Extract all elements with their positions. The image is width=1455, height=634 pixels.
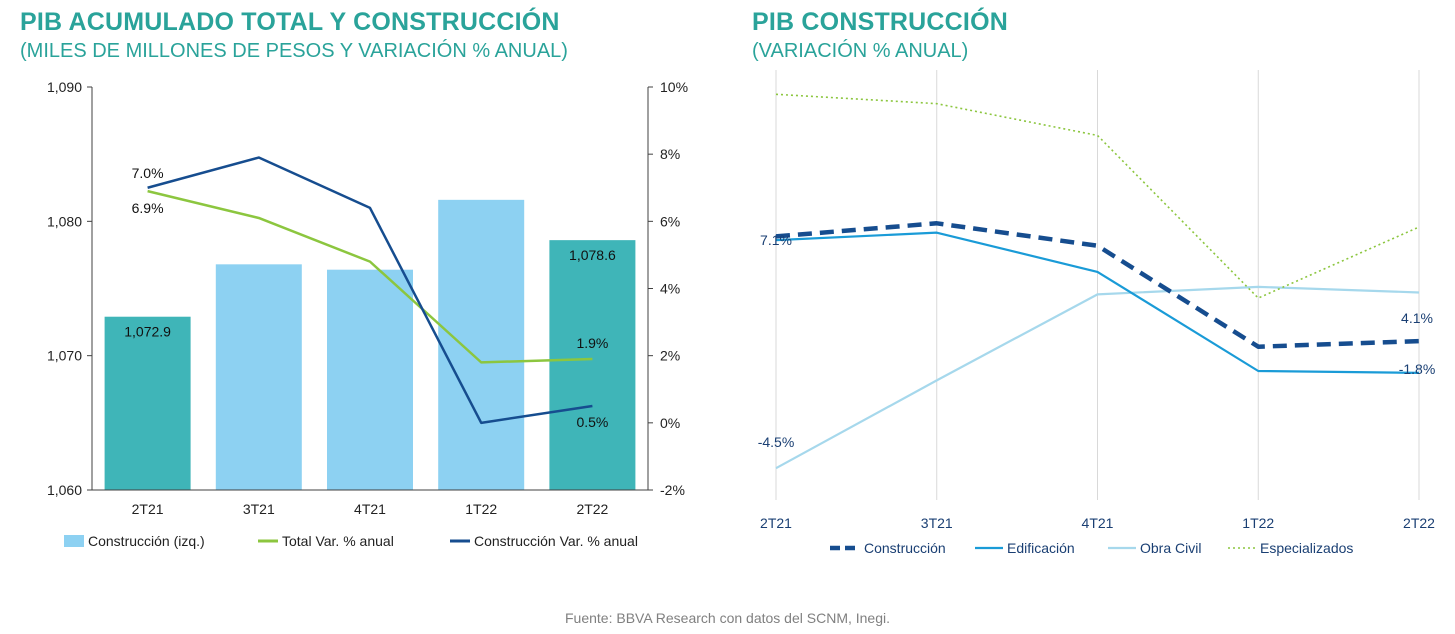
source-note: Fuente: BBVA Research con datos del SCNM… [564,610,891,626]
x-tick-label: 2T22 [576,501,608,517]
left-tick-label: 1,070 [47,348,82,364]
line-edificaci-n [775,231,1420,374]
x-tick-label: 3T21 [921,515,953,531]
left-tick-label: 1,080 [47,213,82,229]
legend-label: Edificación [1007,540,1075,556]
x-tick-label: 2T21 [132,501,164,517]
right-tick-label: 4% [660,281,680,297]
line-data-label: 7.1% [760,232,792,248]
x-tick-label: 4T21 [1082,515,1114,531]
bar-2T22 [549,240,636,490]
right-chart-subtitle: (VARIACIÓN % ANUAL) [752,40,969,62]
right-tick-label: 8% [660,146,680,162]
legend-label: Construcción (izq.) [88,533,205,549]
right-tick-label: 6% [660,213,680,229]
x-tick-label: 1T22 [465,501,497,517]
legend-swatch-bars [64,535,84,547]
bar-2T21 [104,316,191,490]
bar-1T22 [438,199,525,490]
line-data-label: -1.8% [1399,361,1436,377]
right-tick-label: -2% [660,482,685,498]
right-chart-title: PIB CONSTRUCCIÓN [752,8,1008,36]
line-data-label: 0.5% [576,414,608,430]
legend-label: Construcción Var. % anual [474,533,638,549]
x-tick-label: 4T21 [354,501,386,517]
line-data-label: 4.1% [1401,310,1433,326]
bar-data-label: 1,078.6 [569,247,616,263]
x-tick-label: 1T22 [1242,515,1274,531]
line-data-label: 1.9% [576,335,608,351]
bar-4T21 [327,269,413,490]
line-obra-civil [775,285,1420,470]
left-tick-label: 1,060 [47,482,82,498]
construction-gdp-line-chart: 2T21 3T21 4T21 1T22 2T22 7.1% -4.5% 4.1% -1.8% Co… [758,70,1436,556]
line-data-label: -4.5% [758,434,795,450]
left-tick-label: 1,090 [47,79,82,95]
legend-label: Especializados [1260,540,1353,556]
right-tick-label: 0% [660,415,680,431]
x-tick-label: 2T22 [1403,515,1435,531]
gdp-bar-line-chart: 1,060 1,070 1,080 1,090 -2% 0% 2% 4% 6% 8% 10% 2T21… [47,79,688,549]
x-tick-label: 2T21 [760,515,792,531]
x-tick-label: 3T21 [243,501,275,517]
legend-label: Obra Civil [1140,540,1201,556]
bar-3T21 [215,264,302,490]
right-tick-label: 2% [660,348,680,364]
legend-label: Total Var. % anual [282,533,394,549]
left-chart-subtitle: (MILES DE MILLONES DE PESOS Y VARIACIÓN … [20,40,568,62]
bar-data-label: 1,072.9 [124,324,171,340]
left-chart-title: PIB ACUMULADO TOTAL Y CONSTRUCCIÓN [20,8,560,36]
line-data-label: 7.0% [132,165,164,181]
line-data-label: 6.9% [132,200,164,216]
legend-label: Construcción [864,540,946,556]
right-tick-label: 10% [660,79,688,95]
